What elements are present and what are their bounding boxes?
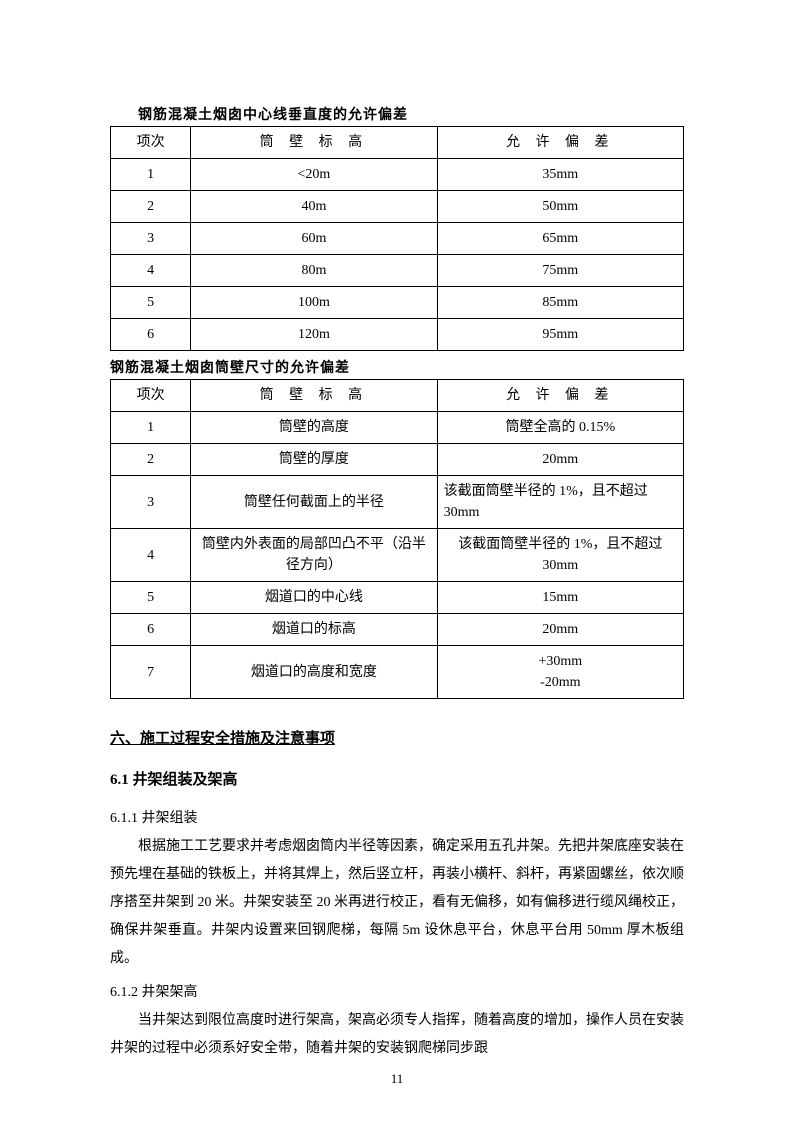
cell-idx: 7 (111, 646, 191, 699)
cell-tol: 50mm (437, 191, 683, 223)
cell-tol: 该截面筒壁半径的 1%，且不超过30mm (437, 476, 683, 529)
cell-tol: 20mm (437, 614, 683, 646)
table-row: 6 120m 95mm (111, 319, 684, 351)
table1-col-tol: 允 许 偏 差 (437, 127, 683, 159)
table-row: 5 100m 85mm (111, 287, 684, 319)
cell-idx: 6 (111, 319, 191, 351)
cell-idx: 1 (111, 159, 191, 191)
table-row: 1 筒壁的高度 筒壁全高的 0.15% (111, 412, 684, 444)
cell-idx: 3 (111, 223, 191, 255)
cell-item: 筒壁的高度 (191, 412, 437, 444)
page-number: 11 (0, 1071, 794, 1087)
table1-title: 钢筋混凝土烟囱中心线垂直度的允许偏差 (138, 104, 684, 124)
cell-idx: 5 (111, 287, 191, 319)
cell-item: 80m (191, 255, 437, 287)
cell-item: 100m (191, 287, 437, 319)
table1-col-idx: 项次 (111, 127, 191, 159)
cell-idx: 5 (111, 582, 191, 614)
table2-title: 钢筋混凝土烟囱筒壁尺寸的允许偏差 (110, 357, 684, 377)
section6-1-1-text: 根据施工工艺要求并考虑烟囱筒内半径等因素，确定采用五孔井架。先把井架底座安装在预… (110, 833, 684, 973)
table-row: 3 筒壁任何截面上的半径 该截面筒壁半径的 1%，且不超过30mm (111, 476, 684, 529)
cell-tol: 15mm (437, 582, 683, 614)
document-page: 钢筋混凝土烟囱中心线垂直度的允许偏差 项次 筒 壁 标 高 允 许 偏 差 1 … (0, 0, 794, 1123)
cell-item: 筒壁内外表面的局部凹凸不平（沿半径方向） (191, 529, 437, 582)
cell-tol: 筒壁全高的 0.15% (437, 412, 683, 444)
cell-idx: 2 (111, 444, 191, 476)
cell-item: 40m (191, 191, 437, 223)
cell-item: 筒壁的厚度 (191, 444, 437, 476)
section6-1-2-label: 6.1.2 井架架高 (110, 981, 684, 1001)
table-row: 2 筒壁的厚度 20mm (111, 444, 684, 476)
table2-col-item: 筒 壁 标 高 (191, 380, 437, 412)
section6-1-2-text: 当井架达到限位高度时进行架高，架高必须专人指挥，随着高度的增加，操作人员在安装井… (110, 1007, 684, 1063)
cell-item: 烟道口的中心线 (191, 582, 437, 614)
table-header-row: 项次 筒 壁 标 高 允 许 偏 差 (111, 127, 684, 159)
cell-item: 烟道口的高度和宽度 (191, 646, 437, 699)
cell-idx: 1 (111, 412, 191, 444)
section6-1-1-label: 6.1.1 井架组装 (110, 807, 684, 827)
table-row: 5 烟道口的中心线 15mm (111, 582, 684, 614)
cell-tol: +30mm -20mm (437, 646, 683, 699)
cell-item: 120m (191, 319, 437, 351)
table-row: 6 烟道口的标高 20mm (111, 614, 684, 646)
cell-item: 筒壁任何截面上的半径 (191, 476, 437, 529)
cell-item: 烟道口的标高 (191, 614, 437, 646)
table2-col-tol: 允 许 偏 差 (437, 380, 683, 412)
table-row: 4 筒壁内外表面的局部凹凸不平（沿半径方向） 该截面筒壁半径的 1%，且不超过 … (111, 529, 684, 582)
cell-idx: 3 (111, 476, 191, 529)
table-row: 2 40m 50mm (111, 191, 684, 223)
cell-idx: 2 (111, 191, 191, 223)
cell-item: 60m (191, 223, 437, 255)
section6-1-heading: 6.1 井架组装及架高 (110, 768, 684, 789)
cell-tol: 85mm (437, 287, 683, 319)
cell-tol: 95mm (437, 319, 683, 351)
table1: 项次 筒 壁 标 高 允 许 偏 差 1 <20m 35mm 2 40m 50m… (110, 126, 684, 351)
table-row: 1 <20m 35mm (111, 159, 684, 191)
cell-tol: 75mm (437, 255, 683, 287)
table-row: 3 60m 65mm (111, 223, 684, 255)
cell-tol: 65mm (437, 223, 683, 255)
cell-tol: 35mm (437, 159, 683, 191)
cell-idx: 6 (111, 614, 191, 646)
table-header-row: 项次 筒 壁 标 高 允 许 偏 差 (111, 380, 684, 412)
cell-item: <20m (191, 159, 437, 191)
cell-tol: 20mm (437, 444, 683, 476)
table1-col-item: 筒 壁 标 高 (191, 127, 437, 159)
section6-title: 六、施工过程安全措施及注意事项 (110, 727, 684, 748)
cell-idx: 4 (111, 255, 191, 287)
table2: 项次 筒 壁 标 高 允 许 偏 差 1 筒壁的高度 筒壁全高的 0.15% 2… (110, 379, 684, 699)
cell-tol: 该截面筒壁半径的 1%，且不超过 30mm (437, 529, 683, 582)
table-row: 7 烟道口的高度和宽度 +30mm -20mm (111, 646, 684, 699)
table-row: 4 80m 75mm (111, 255, 684, 287)
cell-idx: 4 (111, 529, 191, 582)
table2-col-idx: 项次 (111, 380, 191, 412)
